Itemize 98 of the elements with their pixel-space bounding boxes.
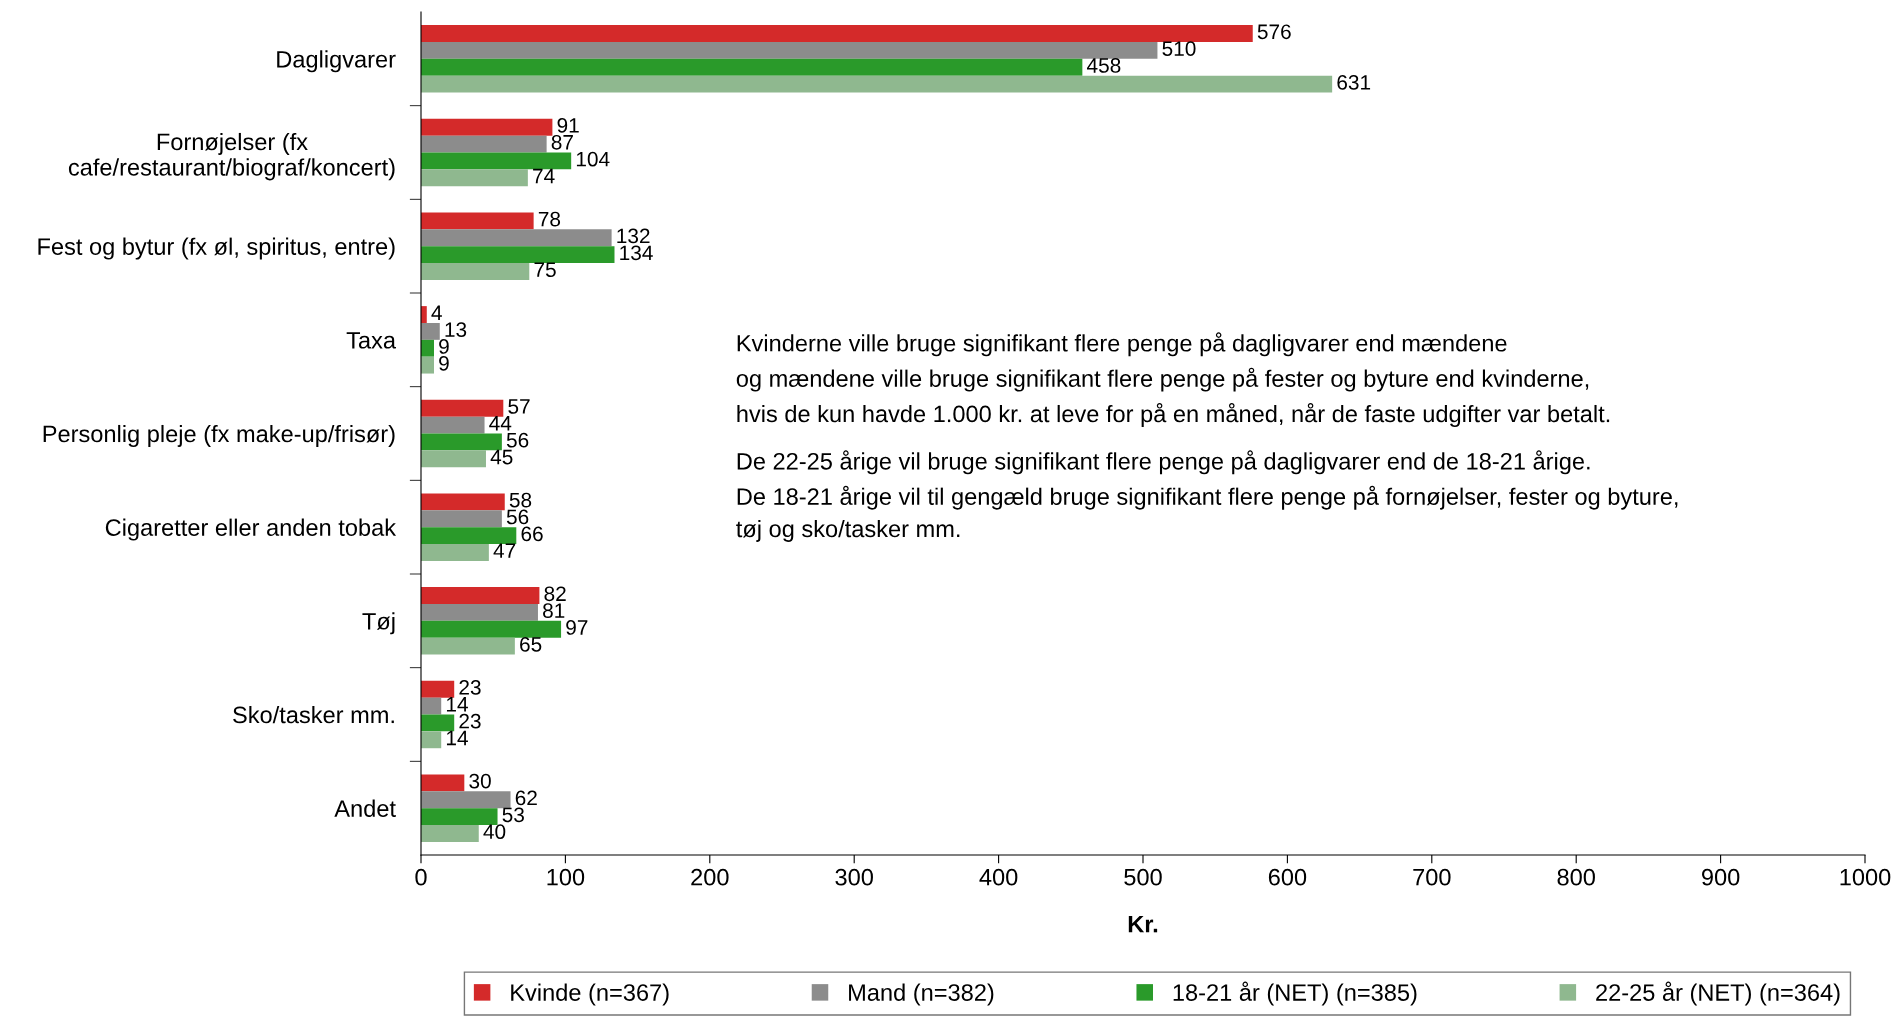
data-label: 44 bbox=[489, 416, 512, 431]
data-label: 91 bbox=[557, 118, 579, 133]
bar bbox=[421, 493, 505, 511]
data-label: 45 bbox=[490, 449, 513, 465]
bar bbox=[421, 450, 486, 468]
data-label: 23 bbox=[459, 680, 481, 695]
bar bbox=[421, 212, 534, 230]
bar bbox=[421, 791, 511, 809]
x-tick-label: 1000 bbox=[1840, 868, 1891, 886]
data-label: 40 bbox=[483, 824, 506, 840]
bar bbox=[421, 135, 547, 153]
data-label: 81 bbox=[543, 603, 565, 618]
bar bbox=[421, 587, 540, 604]
bar bbox=[421, 356, 434, 374]
bar bbox=[421, 527, 517, 545]
legend-label: 18-21 år (NET) (n=385) bbox=[1173, 981, 1417, 1006]
bar bbox=[421, 322, 440, 340]
bar bbox=[421, 399, 504, 417]
data-label: 47 bbox=[493, 543, 516, 558]
data-label: 631 bbox=[1337, 74, 1371, 90]
y-tick-label: Sko/tasker mm. bbox=[233, 705, 394, 724]
bar bbox=[421, 41, 1158, 59]
bar bbox=[421, 58, 1083, 76]
bar bbox=[421, 263, 530, 280]
data-label: 510 bbox=[1162, 41, 1196, 56]
data-label: 104 bbox=[576, 151, 610, 167]
data-label: 75 bbox=[534, 262, 556, 278]
bar bbox=[421, 433, 502, 451]
data-label: 78 bbox=[538, 211, 561, 227]
x-tick-label: 700 bbox=[1413, 868, 1451, 886]
bar bbox=[421, 603, 538, 621]
x-tick-label: 500 bbox=[1124, 868, 1162, 886]
data-label: 82 bbox=[544, 586, 566, 602]
legend-label: Mand (n=382) bbox=[849, 983, 994, 1006]
data-label: 30 bbox=[469, 773, 491, 789]
data-label: 66 bbox=[521, 526, 543, 542]
data-label: 97 bbox=[566, 620, 588, 635]
data-label: 9 bbox=[439, 339, 449, 354]
bar bbox=[421, 714, 455, 732]
bar bbox=[421, 25, 1253, 42]
x-axis-title: Kr. bbox=[1128, 916, 1158, 933]
data-label: 53 bbox=[502, 807, 524, 823]
data-label: 132 bbox=[617, 228, 650, 244]
bar bbox=[421, 637, 515, 655]
data-label: 576 bbox=[1257, 24, 1291, 40]
annotation: Kvinderne ville bruge signifikant flere penge på dagligvarer end mændene og mændene ville bruge signifikant flere penge på fester og byture end kvinderne, hvis de kun havde 1.000 kr. at leve for på en måned, når de faste udgifter var betalt. bbox=[736, 332, 1610, 427]
bar bbox=[421, 246, 615, 264]
bar bbox=[421, 169, 528, 187]
x-tick-label: 600 bbox=[1268, 868, 1307, 886]
x-tick-label: 100 bbox=[547, 868, 585, 886]
data-label: 9 bbox=[439, 355, 449, 371]
bar bbox=[421, 731, 442, 749]
data-label: 458 bbox=[1087, 58, 1121, 73]
legend-label: 22-25 år (NET) (n=364) bbox=[1596, 981, 1840, 1006]
data-label: 57 bbox=[508, 399, 530, 414]
y-tick-label: Andet bbox=[334, 799, 396, 817]
data-label: 23 bbox=[459, 713, 481, 729]
data-label: 56 bbox=[506, 509, 529, 525]
data-label: 14 bbox=[446, 730, 468, 746]
data-label: 4 bbox=[431, 305, 442, 320]
x-tick-label: 400 bbox=[979, 868, 1018, 886]
y-tick-label: Dagligvarer bbox=[277, 50, 396, 73]
x-tick-label: 900 bbox=[1702, 868, 1740, 886]
bar bbox=[421, 339, 434, 357]
data-label: 65 bbox=[520, 636, 542, 652]
y-tick-label: Fest og bytur (fx øl, spiritus, entre) bbox=[38, 237, 395, 260]
bar bbox=[421, 697, 442, 715]
data-label: 58 bbox=[509, 492, 532, 508]
y-tick-label: Tøj bbox=[362, 612, 395, 635]
bar bbox=[421, 620, 562, 638]
data-label: 13 bbox=[445, 322, 467, 337]
bar bbox=[421, 118, 553, 136]
bar bbox=[421, 808, 498, 826]
annotation: De 22-25 årige vil bruge signifikant flere penge på dagligvarer end de 18-21 årige. De 18-21 årige vil til gengæld bruge signifikant flere penge på fornøjelser, fester og byture, tøj og sko/tasker mm. bbox=[736, 450, 1678, 542]
x-tick-label: 200 bbox=[691, 868, 729, 886]
x-tick-label: 0 bbox=[415, 868, 427, 886]
y-tick-label: Personlig pleje (fx make-up/frisør) bbox=[43, 424, 395, 447]
x-tick-label: 300 bbox=[835, 868, 873, 886]
bar bbox=[421, 75, 1333, 93]
x-tick-label: 800 bbox=[1557, 868, 1595, 886]
bar bbox=[421, 544, 489, 561]
bar bbox=[421, 825, 479, 842]
bar bbox=[421, 680, 455, 698]
data-label: 62 bbox=[515, 790, 537, 806]
y-tick-label: Cigaretter eller anden tobak bbox=[105, 518, 397, 541]
y-tick-label: Fornøjelser (fx cafe/restaurant/biograf/koncert) bbox=[68, 132, 395, 181]
data-label: 56 bbox=[506, 432, 529, 448]
y-tick-label: Taxa bbox=[346, 332, 396, 349]
data-label: 74 bbox=[533, 168, 555, 184]
data-label: 134 bbox=[620, 245, 653, 261]
legend-label: Kvinde (n=367) bbox=[511, 983, 669, 1006]
bar bbox=[421, 774, 465, 792]
data-label: 14 bbox=[446, 697, 468, 712]
bar bbox=[421, 416, 485, 434]
bar bbox=[421, 229, 612, 247]
data-label: 87 bbox=[551, 134, 573, 150]
bar bbox=[421, 510, 502, 528]
bar bbox=[421, 152, 572, 170]
